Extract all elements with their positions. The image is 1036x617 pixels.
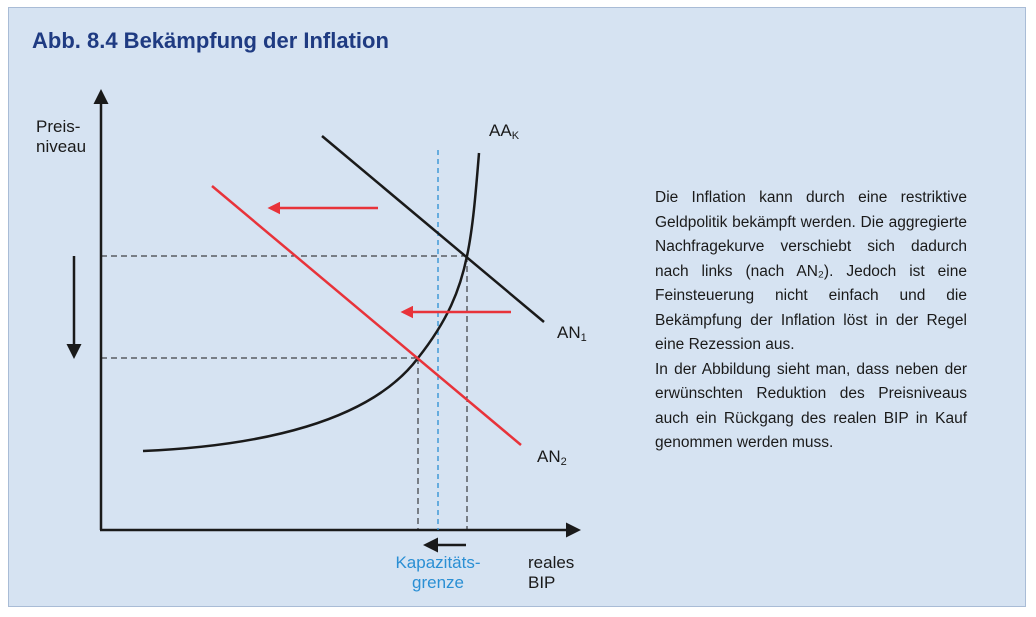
curve-label-an1-sub: 1 [580, 332, 587, 344]
curve-label-aa: AAK [489, 121, 519, 146]
capacity-limit-label: Kapazitäts- grenze [390, 553, 486, 593]
y-axis-label: Preis- niveau [36, 117, 86, 157]
x-axis-label: reales BIP [528, 553, 574, 593]
x-axis-label-line1: reales [528, 553, 575, 572]
curve-label-an2-name: AN [537, 447, 561, 466]
figure-description: Die Inflation kann durch eine restriktiv… [655, 186, 967, 456]
description-paragraph-2: In der Abbildung sieht man, dass neben d… [655, 360, 967, 452]
curve-label-an1-name: AN [557, 323, 581, 342]
curve-label-an2-sub: 2 [560, 456, 567, 468]
figure-title: Abb. 8.4 Bekämpfung der Inflation [32, 28, 389, 53]
capacity-limit-label-line1: Kapazitäts- [395, 553, 481, 572]
demand-curve-an2 [211, 185, 522, 446]
demand-curve-an1 [321, 135, 545, 323]
curve-label-an1: AN1 [557, 323, 587, 348]
aggregate-supply-curve [142, 152, 481, 453]
figure-panel [8, 7, 1026, 607]
description-paragraph-1: Die Inflation kann durch eine restriktiv… [655, 189, 967, 353]
curve-label-an2: AN2 [537, 447, 567, 472]
curve-label-aa-name: AA [489, 121, 512, 140]
x-axis-label-line2: BIP [528, 573, 556, 592]
curve-label-aa-sub: K [511, 130, 520, 142]
y-axis-label-line1: Preis- [36, 117, 81, 136]
capacity-limit-label-line2: grenze [412, 573, 464, 592]
y-axis-label-line2: niveau [36, 137, 87, 156]
